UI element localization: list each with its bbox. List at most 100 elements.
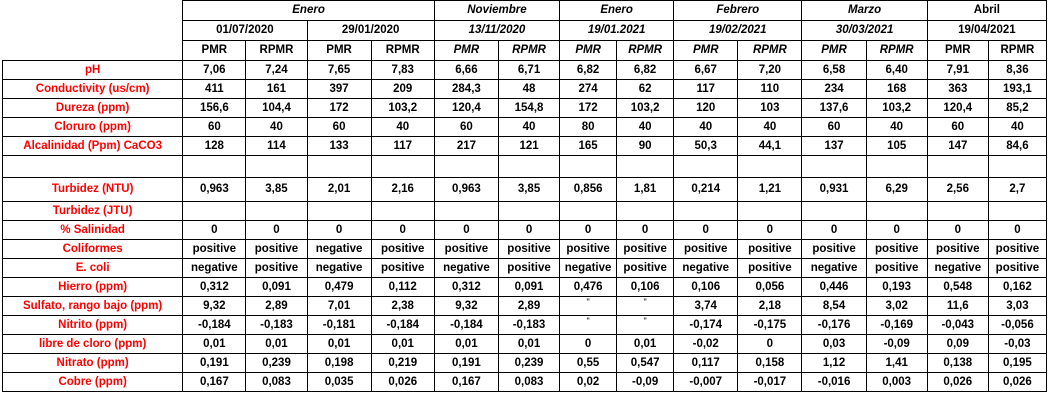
value-cell: 0: [245, 220, 308, 240]
month-header: Enero: [559, 0, 675, 21]
value-cell: 0,01: [306, 334, 372, 354]
value-cell: [926, 201, 989, 221]
parameter-label: % Salinidad: [1, 220, 184, 240]
table-row: Cobre (ppm) 0,167 0,083 0,035 0,026 0,167 0,08…: [1, 372, 1048, 392]
value-cell: [559, 201, 618, 221]
value-cell: 0,035: [306, 372, 372, 392]
value-cell: 121: [497, 136, 561, 156]
value-cell: 0,195: [987, 353, 1048, 373]
value-cell: 40: [245, 117, 308, 137]
parameter-label: [1, 155, 184, 178]
value-cell: 7,65: [306, 60, 372, 80]
date-header: 29/01/2020: [306, 20, 435, 41]
month-header-row: Enero Noviembre Enero Febrero Marzo Abril: [2, 0, 1048, 21]
value-cell: positive: [182, 239, 247, 259]
value-cell: 7,20: [737, 60, 803, 80]
value-cell: 80: [559, 117, 618, 137]
value-cell: 40: [987, 117, 1048, 137]
value-cell: [370, 155, 435, 178]
value-cell: 9,32: [433, 296, 499, 316]
value-cell: [182, 201, 247, 221]
value-cell: [433, 155, 499, 178]
value-cell: 0,003: [865, 372, 928, 392]
value-cell: 0,239: [497, 353, 561, 373]
value-cell: 2,89: [245, 296, 308, 316]
month-header: Marzo: [801, 0, 928, 21]
value-cell: positive: [497, 239, 561, 259]
value-cell: 62: [616, 79, 675, 99]
value-cell: 60: [801, 117, 867, 137]
value-cell: 40: [370, 117, 435, 137]
date-header: 01/07/2020: [182, 20, 308, 41]
value-cell: [737, 201, 803, 221]
value-cell: 7,24: [245, 60, 308, 80]
value-cell: 0,214: [673, 177, 739, 202]
value-cell: 0,312: [182, 277, 247, 297]
value-cell: 0,162: [987, 277, 1048, 297]
value-cell: 0: [926, 220, 989, 240]
value-cell: [737, 155, 803, 178]
value-cell: 0: [306, 220, 372, 240]
date-header: 30/03/2021: [801, 20, 928, 41]
value-cell: 120,4: [433, 98, 499, 118]
value-cell: 90: [616, 136, 675, 156]
value-cell: 0,106: [673, 277, 739, 297]
sample-type-header: PMR: [801, 40, 867, 61]
value-cell: 60: [182, 117, 247, 137]
value-cell: negative: [559, 258, 618, 278]
value-cell: [926, 155, 989, 178]
value-cell: 0: [559, 220, 618, 240]
corner-cell: [2, 0, 184, 21]
value-cell: 0,091: [497, 277, 561, 297]
value-cell: 48: [497, 79, 561, 99]
date-header-row: 01/07/2020 29/01/2020 13/11/2020 19/01.2021…: [2, 20, 1048, 41]
value-cell: [801, 155, 867, 178]
value-cell: 0: [737, 220, 803, 240]
value-cell: 161: [245, 79, 308, 99]
parameter-label: Turbidez (JTU): [1, 201, 184, 221]
value-cell: 120: [673, 98, 739, 118]
sample-type-header: RPMR: [616, 40, 675, 61]
value-cell: 209: [370, 79, 435, 99]
value-cell: 217: [433, 136, 499, 156]
sample-type-header: RPMR: [987, 40, 1048, 61]
value-cell: negative: [926, 258, 989, 278]
table-row: pH 7,06 7,24 7,65 7,83 6,66 6,71 6,82 6,82 6,67 7,…: [1, 60, 1048, 80]
value-cell: 7,01: [306, 296, 372, 316]
table-row: Sulfato, rango bajo (ppm) 9,32 2,89 7,01 2,3…: [1, 296, 1048, 316]
value-cell: positive: [865, 239, 928, 259]
value-cell: positive: [616, 239, 675, 259]
value-cell: -0,176: [801, 315, 867, 335]
value-cell: -0,017: [737, 372, 803, 392]
sample-type-header: RPMR: [245, 40, 308, 61]
value-cell: 397: [306, 79, 372, 99]
corner-cell: [2, 20, 184, 41]
value-cell: [306, 201, 372, 221]
value-cell: positive: [987, 258, 1048, 278]
value-cell: positive: [737, 258, 803, 278]
value-cell: 60: [306, 117, 372, 137]
table-row: libre de cloro (ppm) 0,01 0,01 0,01 0,01 0,01…: [1, 334, 1048, 354]
value-cell: positive: [616, 258, 675, 278]
parameter-label: libre de cloro (ppm): [1, 334, 184, 354]
value-cell: 105: [865, 136, 928, 156]
parameter-label: Nitrito (ppm): [1, 315, 184, 335]
value-cell: positive: [245, 239, 308, 259]
value-cell: 7,06: [182, 60, 247, 80]
value-cell: -0,056: [987, 315, 1048, 335]
value-cell: 44,1: [737, 136, 803, 156]
value-cell: -0,184: [433, 315, 499, 335]
value-cell: positive: [559, 239, 618, 259]
value-cell: ": [559, 315, 618, 335]
parameter-label: Sulfato, rango bajo (ppm): [1, 296, 184, 316]
value-cell: 6,82: [616, 60, 675, 80]
value-cell: 133: [306, 136, 372, 156]
value-cell: 0,198: [306, 353, 372, 373]
table-row: Nitrito (ppm) -0,184 -0,183 -0,181 -0,184 -0,…: [1, 315, 1048, 335]
value-cell: 9,32: [182, 296, 247, 316]
water-quality-table: Enero Noviembre Enero Febrero Marzo Abril 01/…: [1, 0, 1048, 392]
value-cell: 0,963: [182, 177, 247, 202]
sample-type-header: PMR: [926, 40, 989, 61]
month-header: Febrero: [673, 0, 803, 21]
value-cell: negative: [306, 239, 372, 259]
